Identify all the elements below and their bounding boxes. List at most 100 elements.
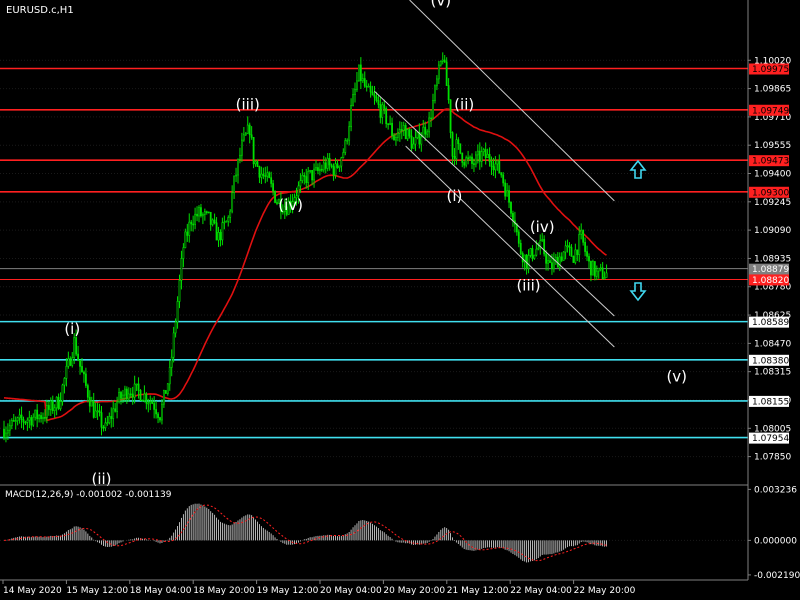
candle-body <box>26 419 29 423</box>
candle-body <box>79 359 81 367</box>
candle-body <box>120 392 122 399</box>
price-tick-label: 1.08315 <box>754 368 791 378</box>
candle-body <box>545 253 548 264</box>
candle-body <box>451 132 454 157</box>
candle-body <box>352 94 354 106</box>
candle-body <box>278 199 280 204</box>
candle-body <box>490 161 493 167</box>
candle-body <box>453 156 456 159</box>
candle-body <box>203 211 206 215</box>
price-tick-label: 1.09865 <box>754 85 791 95</box>
candle-body <box>506 190 509 197</box>
candle-body <box>122 394 124 399</box>
candle-body <box>558 256 561 268</box>
resistance-tag-text: 1.09300 <box>752 188 789 198</box>
candle-body <box>439 60 442 66</box>
candle-body <box>287 200 290 215</box>
candle-body <box>110 416 113 419</box>
candle-body <box>159 417 161 421</box>
candle-body <box>248 124 251 136</box>
current-price-tag-text: 1.08879 <box>752 265 789 275</box>
channel-lower-line <box>405 145 615 348</box>
candle-body <box>161 403 163 421</box>
wave-label: (v) <box>666 368 687 386</box>
candle-body <box>180 258 183 281</box>
candle-body <box>344 140 347 153</box>
candle-body <box>480 151 483 162</box>
candle-body <box>414 137 417 145</box>
candle-body <box>551 262 553 270</box>
candle-body <box>45 405 48 418</box>
candle-body <box>194 213 197 225</box>
candle-body <box>63 378 66 386</box>
price-tick-label: 1.08470 <box>754 339 791 349</box>
current-price-tag-bg <box>749 263 789 275</box>
candle-body <box>336 163 339 168</box>
candle-body <box>393 135 395 141</box>
wave-label: (v) <box>431 0 452 9</box>
candle-body <box>529 248 532 256</box>
candle-body <box>371 91 374 96</box>
candle-body <box>88 396 91 407</box>
candle-body <box>324 162 327 169</box>
candle-body <box>467 157 470 160</box>
time-axis[interactable]: 14 May 2020 15 May 12:00 18 May 04:00 18 Ma… <box>0 579 748 596</box>
candle-body <box>398 129 401 134</box>
candle-body <box>137 383 140 391</box>
candle-body <box>135 383 138 386</box>
candle-body <box>272 183 275 192</box>
trend-channel[interactable] <box>374 0 615 348</box>
macd-tick-label: -0.002190 <box>754 571 800 581</box>
price-axis[interactable]: 1.10020 1.09865 1.09710 1.09555 1.09400 1.092… <box>747 0 800 581</box>
wave-label: (ii) <box>91 470 111 488</box>
candle-body <box>338 165 341 168</box>
candle-body <box>163 390 165 405</box>
elliott-wave-labels: (i) (ii) (iii) (iv) (v) (ii) (i) (iv) (iii) (v) <box>64 0 687 488</box>
candle-body <box>432 100 434 119</box>
candle-body <box>463 162 466 166</box>
candle-body <box>268 172 271 178</box>
support-tag-bg <box>749 432 789 444</box>
candle-body <box>564 245 567 253</box>
candle-body <box>270 177 273 184</box>
candle-body <box>416 131 419 138</box>
candle-body <box>424 126 427 135</box>
resistance-tag-bg <box>749 104 789 116</box>
candle-body <box>244 133 247 136</box>
candle-body <box>219 232 222 241</box>
candle-body <box>591 261 594 276</box>
candle-body <box>139 390 142 401</box>
candle-body <box>537 247 540 250</box>
candle-body <box>482 149 485 153</box>
candle-body <box>118 392 120 403</box>
resistance-tag-text: 1.09975 <box>752 65 789 75</box>
candle-body <box>566 245 569 248</box>
candle-body <box>332 166 335 176</box>
price-tick-label: 1.08005 <box>754 424 791 434</box>
main-price-panel[interactable]: (i) (ii) (iii) (iv) (v) (ii) (i) (iv) (iii) (v) E… <box>0 0 748 488</box>
candle-body <box>340 157 343 167</box>
candle-body <box>174 321 177 334</box>
candle-body <box>116 401 119 412</box>
candle-body <box>543 239 546 255</box>
candle-body <box>250 134 253 138</box>
candle-body <box>38 415 41 420</box>
support-levels[interactable] <box>0 320 748 439</box>
resistance-levels[interactable] <box>0 67 748 280</box>
candle-body <box>285 206 288 215</box>
candle-body <box>42 417 44 420</box>
macd-tick-labels: 0.003236 0.000000 -0.002190 <box>748 485 800 581</box>
candle-body <box>318 168 321 171</box>
candle-body <box>266 172 269 177</box>
candle-body <box>307 170 310 184</box>
candle-body <box>239 154 241 160</box>
candle-body <box>437 64 440 80</box>
macd-panel[interactable]: MACD(12,26,9) -0.001002 -0.001139 <box>0 484 748 563</box>
candle-body <box>359 64 362 82</box>
candle-body <box>494 163 497 171</box>
candle-body <box>47 405 50 410</box>
candle-body <box>455 139 458 159</box>
candle-body <box>223 221 226 224</box>
candle-body <box>521 253 524 263</box>
